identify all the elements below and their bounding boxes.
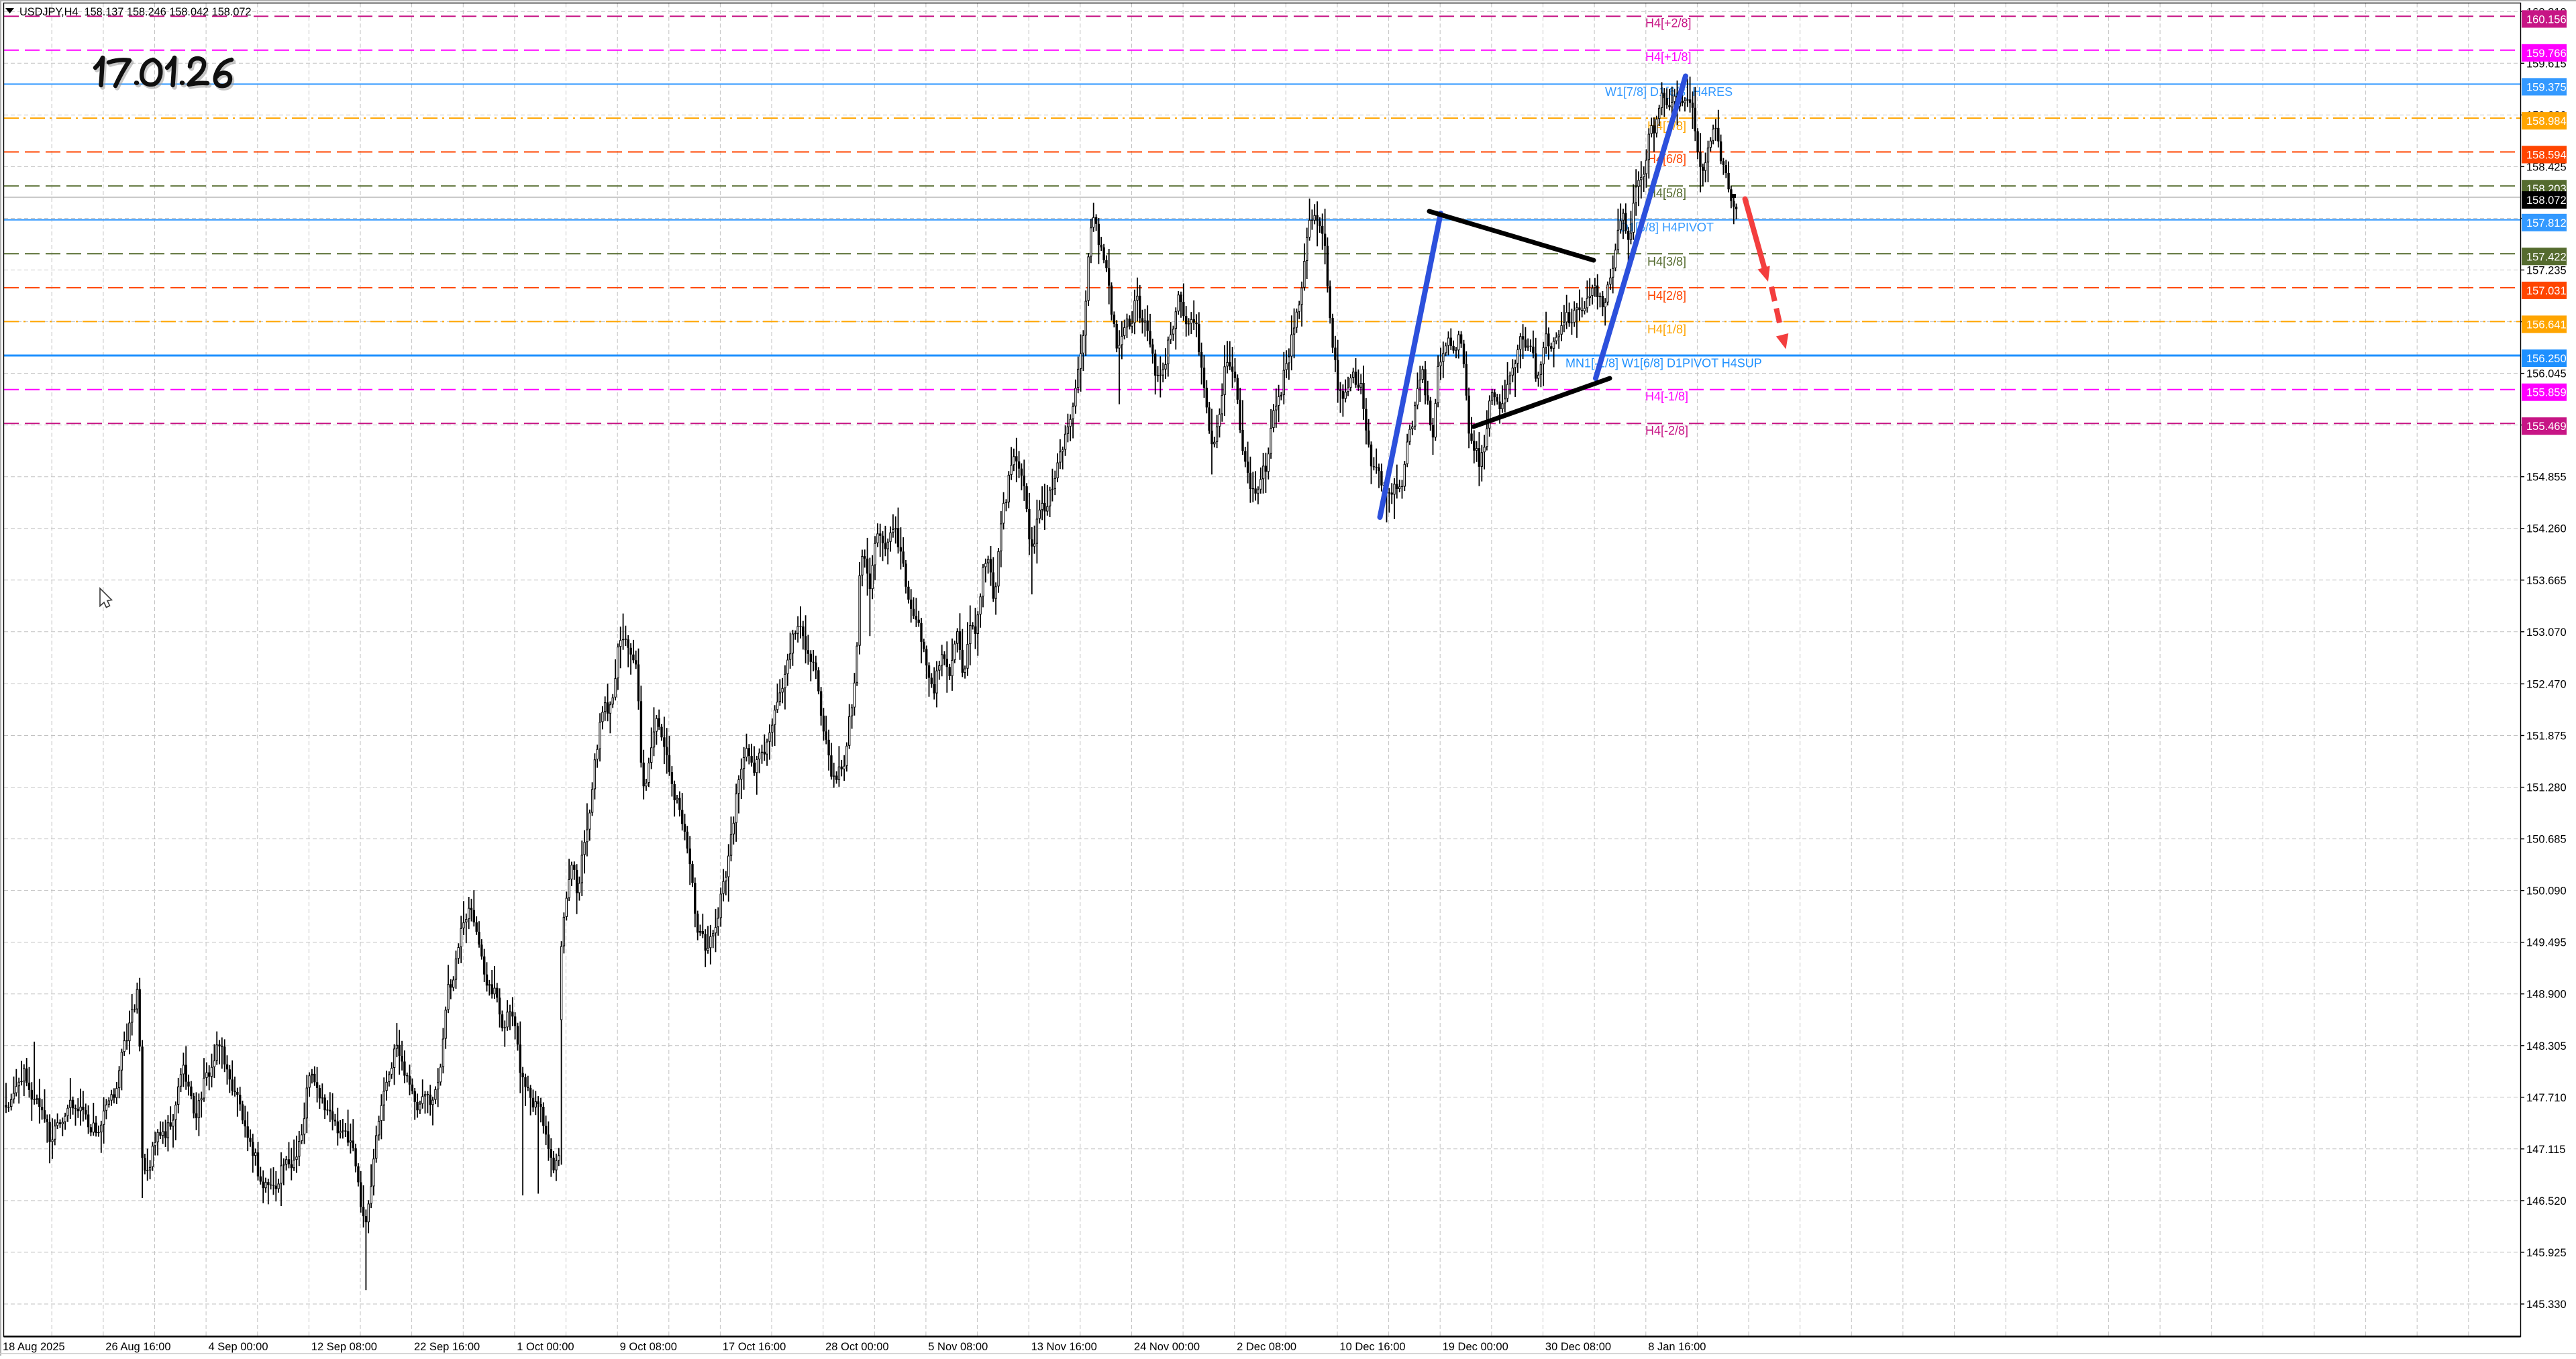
svg-text:17 Oct 16:00: 17 Oct 16:00 bbox=[723, 1341, 786, 1353]
svg-text:148.305: 148.305 bbox=[2526, 1040, 2567, 1052]
svg-text:10 Dec 16:00: 10 Dec 16:00 bbox=[1339, 1341, 1405, 1353]
svg-text:12 Sep 08:00: 12 Sep 08:00 bbox=[311, 1341, 377, 1353]
svg-text:158.984: 158.984 bbox=[2526, 115, 2567, 127]
svg-text:H4[6/8]: H4[6/8] bbox=[1647, 152, 1686, 166]
svg-text:154.855: 154.855 bbox=[2526, 472, 2567, 484]
svg-text:151.280: 151.280 bbox=[2526, 782, 2567, 794]
svg-text:13 Nov 16:00: 13 Nov 16:00 bbox=[1031, 1341, 1097, 1353]
svg-text:148.900: 148.900 bbox=[2526, 989, 2567, 1001]
svg-text:157.812: 157.812 bbox=[2526, 217, 2567, 229]
svg-text:151.875: 151.875 bbox=[2526, 730, 2567, 743]
svg-text:H4[+1/8]: H4[+1/8] bbox=[1645, 50, 1692, 64]
svg-text:159.375: 159.375 bbox=[2526, 81, 2567, 93]
svg-text:157.422: 157.422 bbox=[2526, 251, 2567, 263]
svg-text:159.766: 159.766 bbox=[2526, 48, 2567, 60]
svg-text:8 Jan 16:00: 8 Jan 16:00 bbox=[1648, 1341, 1706, 1353]
svg-text:4 Sep 00:00: 4 Sep 00:00 bbox=[209, 1341, 268, 1353]
svg-text:145.925: 145.925 bbox=[2526, 1247, 2567, 1259]
svg-text:150.685: 150.685 bbox=[2526, 834, 2567, 846]
svg-text:158.072: 158.072 bbox=[2526, 195, 2567, 207]
svg-text:155.469: 155.469 bbox=[2526, 421, 2567, 433]
svg-text:H4[5/8]: H4[5/8] bbox=[1647, 186, 1686, 200]
svg-text:157.235: 157.235 bbox=[2526, 265, 2567, 277]
svg-text:1 Oct 00:00: 1 Oct 00:00 bbox=[517, 1341, 574, 1353]
svg-text:153.665: 153.665 bbox=[2526, 575, 2567, 587]
svg-text:154.260: 154.260 bbox=[2526, 523, 2567, 535]
svg-text:H4[1/8]: H4[1/8] bbox=[1647, 323, 1686, 336]
svg-text:24 Nov 00:00: 24 Nov 00:00 bbox=[1134, 1341, 1200, 1353]
svg-text:157.031: 157.031 bbox=[2526, 285, 2567, 297]
svg-text:H4[+2/8]: H4[+2/8] bbox=[1645, 17, 1692, 30]
svg-text:150.090: 150.090 bbox=[2526, 885, 2567, 898]
svg-text:H4[3/8]: H4[3/8] bbox=[1647, 255, 1686, 268]
svg-text:26 Aug 16:00: 26 Aug 16:00 bbox=[105, 1341, 170, 1353]
svg-text:18 Aug 2025: 18 Aug 2025 bbox=[3, 1341, 65, 1353]
svg-text:156.045: 156.045 bbox=[2526, 368, 2567, 380]
svg-text:30 Dec 08:00: 30 Dec 08:00 bbox=[1545, 1341, 1611, 1353]
svg-text:147.115: 147.115 bbox=[2526, 1144, 2565, 1156]
svg-text:149.495: 149.495 bbox=[2526, 937, 2567, 949]
svg-text:H4[-2/8]: H4[-2/8] bbox=[1645, 424, 1688, 437]
svg-text:9 Oct 08:00: 9 Oct 08:00 bbox=[620, 1341, 677, 1353]
svg-text:MN1[-1/8] W1[6/8] D1PIVOT H4SU: MN1[-1/8] W1[6/8] D1PIVOT H4SUP bbox=[1565, 357, 1762, 370]
svg-text:H4[2/8]: H4[2/8] bbox=[1647, 289, 1686, 303]
svg-text:156.641: 156.641 bbox=[2526, 319, 2567, 331]
svg-text:153.070: 153.070 bbox=[2526, 627, 2567, 639]
svg-text:5 Nov 08:00: 5 Nov 08:00 bbox=[928, 1341, 988, 1353]
svg-text:W1[7/8] D1[6/8] H4RES: W1[7/8] D1[6/8] H4RES bbox=[1605, 85, 1733, 99]
svg-text:155.859: 155.859 bbox=[2526, 387, 2567, 399]
svg-text:158.425: 158.425 bbox=[2526, 161, 2567, 173]
svg-text:147.710: 147.710 bbox=[2526, 1092, 2567, 1104]
svg-text:2 Dec 08:00: 2 Dec 08:00 bbox=[1237, 1341, 1296, 1353]
svg-text:28 Oct 00:00: 28 Oct 00:00 bbox=[825, 1341, 888, 1353]
svg-text:156.250: 156.250 bbox=[2526, 353, 2567, 365]
svg-text:158.594: 158.594 bbox=[2526, 150, 2567, 162]
svg-text:160.156: 160.156 bbox=[2526, 13, 2567, 25]
svg-text:145.330: 145.330 bbox=[2526, 1299, 2567, 1311]
svg-text:146.520: 146.520 bbox=[2526, 1195, 2567, 1207]
svg-text:22 Sep 16:00: 22 Sep 16:00 bbox=[414, 1341, 480, 1353]
svg-text:152.470: 152.470 bbox=[2526, 679, 2567, 691]
svg-text:H4[-1/8]: H4[-1/8] bbox=[1645, 390, 1688, 403]
svg-text:USDJPY,H4 158.137 158.246 158: USDJPY,H4 158.137 158.246 158.042 158.07… bbox=[19, 6, 252, 18]
svg-text:19 Dec 00:00: 19 Dec 00:00 bbox=[1443, 1341, 1508, 1353]
